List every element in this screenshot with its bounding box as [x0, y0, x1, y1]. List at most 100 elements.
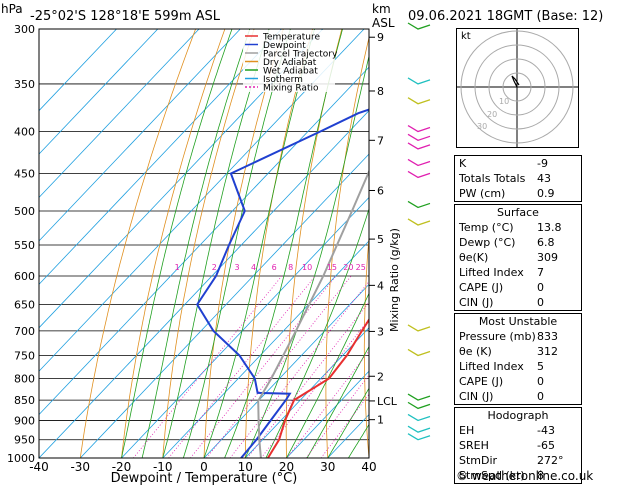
dry-adiabat: [203, 29, 284, 458]
temperature-tick-label: 0: [200, 460, 208, 474]
pressure-tick-label: 500: [14, 205, 35, 218]
hodo-row: StmDir 272°: [455, 453, 581, 468]
wet-adiabat: [224, 29, 343, 458]
km-axis-title: km: [372, 2, 391, 16]
hodo-value: 8: [537, 469, 544, 482]
isotherm-line: [39, 29, 282, 285]
legend-label: Wet Adiabat: [263, 67, 318, 77]
mixing-ratio-label: 6: [272, 263, 277, 272]
wind-barb: [407, 133, 431, 142]
hodo-value: -43: [537, 424, 555, 437]
series-temperature: [267, 317, 369, 458]
datetime-title: 09.06.2021 18GMT (Base: 12): [408, 9, 603, 24]
hodograph: kt 10 20 30: [456, 28, 579, 148]
surface-value: 6.8: [537, 236, 555, 249]
mu-row: CIN (J) 0: [455, 389, 581, 404]
hpa-axis-title: hPa: [1, 2, 23, 16]
temperature-tick-label: -10: [153, 460, 173, 474]
mixing-ratio-label: 15: [327, 263, 337, 272]
wind-barb: [407, 324, 431, 332]
hodograph-box: Hodograph EH -43 SREH -65 StmDir 272° StmSp…: [454, 407, 582, 484]
index-value: 43: [537, 172, 551, 185]
mu-row: θe (K) 312: [455, 344, 581, 359]
temperature-tick-label: -40: [29, 460, 49, 474]
series-dewpoint: [196, 108, 369, 458]
dry-adiabat: [162, 29, 255, 458]
mixing-ratio-line: [132, 275, 283, 458]
pressure-tick-label: 400: [14, 126, 35, 139]
copyright-text: © weatheronline.co.uk: [456, 469, 594, 483]
mu-label: Pressure (mb): [459, 330, 536, 343]
surface-box: Surface Temp (°C) 13.8 Dewp (°C) 6.8 θe(K)…: [454, 204, 582, 311]
legend-label: Dry Adiabat: [263, 58, 317, 68]
surface-row: CAPE (J) 0: [455, 280, 581, 295]
most-unstable-box: Most Unstable Pressure (mb) 833 θe (K) 312…: [454, 313, 582, 405]
dry-adiabat: [285, 29, 343, 458]
wet-adiabat: [203, 29, 315, 458]
mixing-ratio-label: 2: [212, 263, 217, 272]
wind-barb: [407, 413, 431, 422]
wet-adiabat: [244, 54, 369, 458]
index-value: 0.9: [537, 187, 555, 200]
mu-label: CAPE (J): [459, 375, 504, 388]
pressure-tick-label: 950: [14, 434, 35, 447]
mixing-ratio-label: 10: [302, 263, 312, 272]
isotherm-line: [286, 370, 369, 458]
dry-adiabat: [603, 29, 629, 458]
mixing-ratio-line: [286, 350, 369, 458]
mu-value: 833: [537, 330, 558, 343]
wet-adiabat: [141, 29, 251, 458]
location-title: -25°02'S 128°18'E 599m ASL: [30, 9, 221, 24]
km-tick-label: 6: [377, 184, 384, 197]
hodo-row: SREH -65: [455, 438, 581, 453]
surface-value: 0: [537, 296, 544, 309]
mu-value: 312: [537, 345, 558, 358]
wind-barb: [407, 124, 431, 133]
mixing-ratio-label: 25: [356, 263, 366, 272]
wind-barb: [407, 97, 431, 105]
wind-barb: [407, 425, 431, 433]
isotherm-line: [121, 196, 369, 458]
legend-label: Isotherm: [263, 75, 303, 85]
wind-barb: [407, 401, 431, 410]
isotherm-line: [39, 110, 369, 458]
temperature-tick-label: 30: [320, 460, 335, 474]
index-label: Totals Totals: [459, 172, 526, 185]
surface-label: Lifted Index: [459, 266, 524, 279]
km-tick-label: 9: [377, 31, 384, 44]
surface-label: CAPE (J): [459, 281, 504, 294]
mu-row: CAPE (J) 0: [455, 374, 581, 389]
km-tick-label: 7: [377, 134, 384, 147]
wind-barb: [407, 77, 431, 85]
mu-value: 0: [537, 375, 544, 388]
wind-barb: [407, 158, 431, 167]
index-label: K: [459, 157, 467, 170]
wet-adiabat: [121, 29, 233, 458]
wet-adiabat: [306, 345, 369, 458]
wet-adiabat: [183, 29, 291, 458]
km-tick-label: 8: [377, 85, 384, 98]
temperature-tick-label: -20: [112, 460, 132, 474]
pressure-tick-label: 900: [14, 414, 35, 427]
pressure-tick-label: 800: [14, 372, 35, 385]
surface-title: Surface: [497, 206, 539, 219]
pressure-tick-label: 300: [14, 23, 35, 36]
mu-label: Lifted Index: [459, 360, 524, 373]
mixing-ratio-axis-title: Mixing Ratio (g/kg): [388, 228, 401, 332]
mu-row: Pressure (mb) 833: [455, 329, 581, 344]
dry-adiabat: [363, 231, 369, 458]
surface-row: Dewp (°C) 6.8: [455, 235, 581, 250]
index-row: Totals Totals 43: [455, 171, 581, 186]
mu-label: CIN (J): [459, 390, 494, 403]
hodograph-kt-label: kt: [461, 31, 471, 42]
wind-barb: [407, 348, 431, 357]
hodo-ring-label: 10: [499, 97, 509, 106]
surface-value: 13.8: [537, 221, 562, 234]
isotherm-line: [203, 283, 369, 458]
wind-barb: [407, 218, 431, 226]
dry-adiabat: [325, 35, 369, 458]
mixing-ratio-line: [168, 275, 316, 458]
most-unstable-title: Most Unstable: [478, 315, 558, 328]
hodo-label: StmSpd (kt): [459, 469, 525, 482]
pressure-tick-label: 600: [14, 270, 35, 283]
